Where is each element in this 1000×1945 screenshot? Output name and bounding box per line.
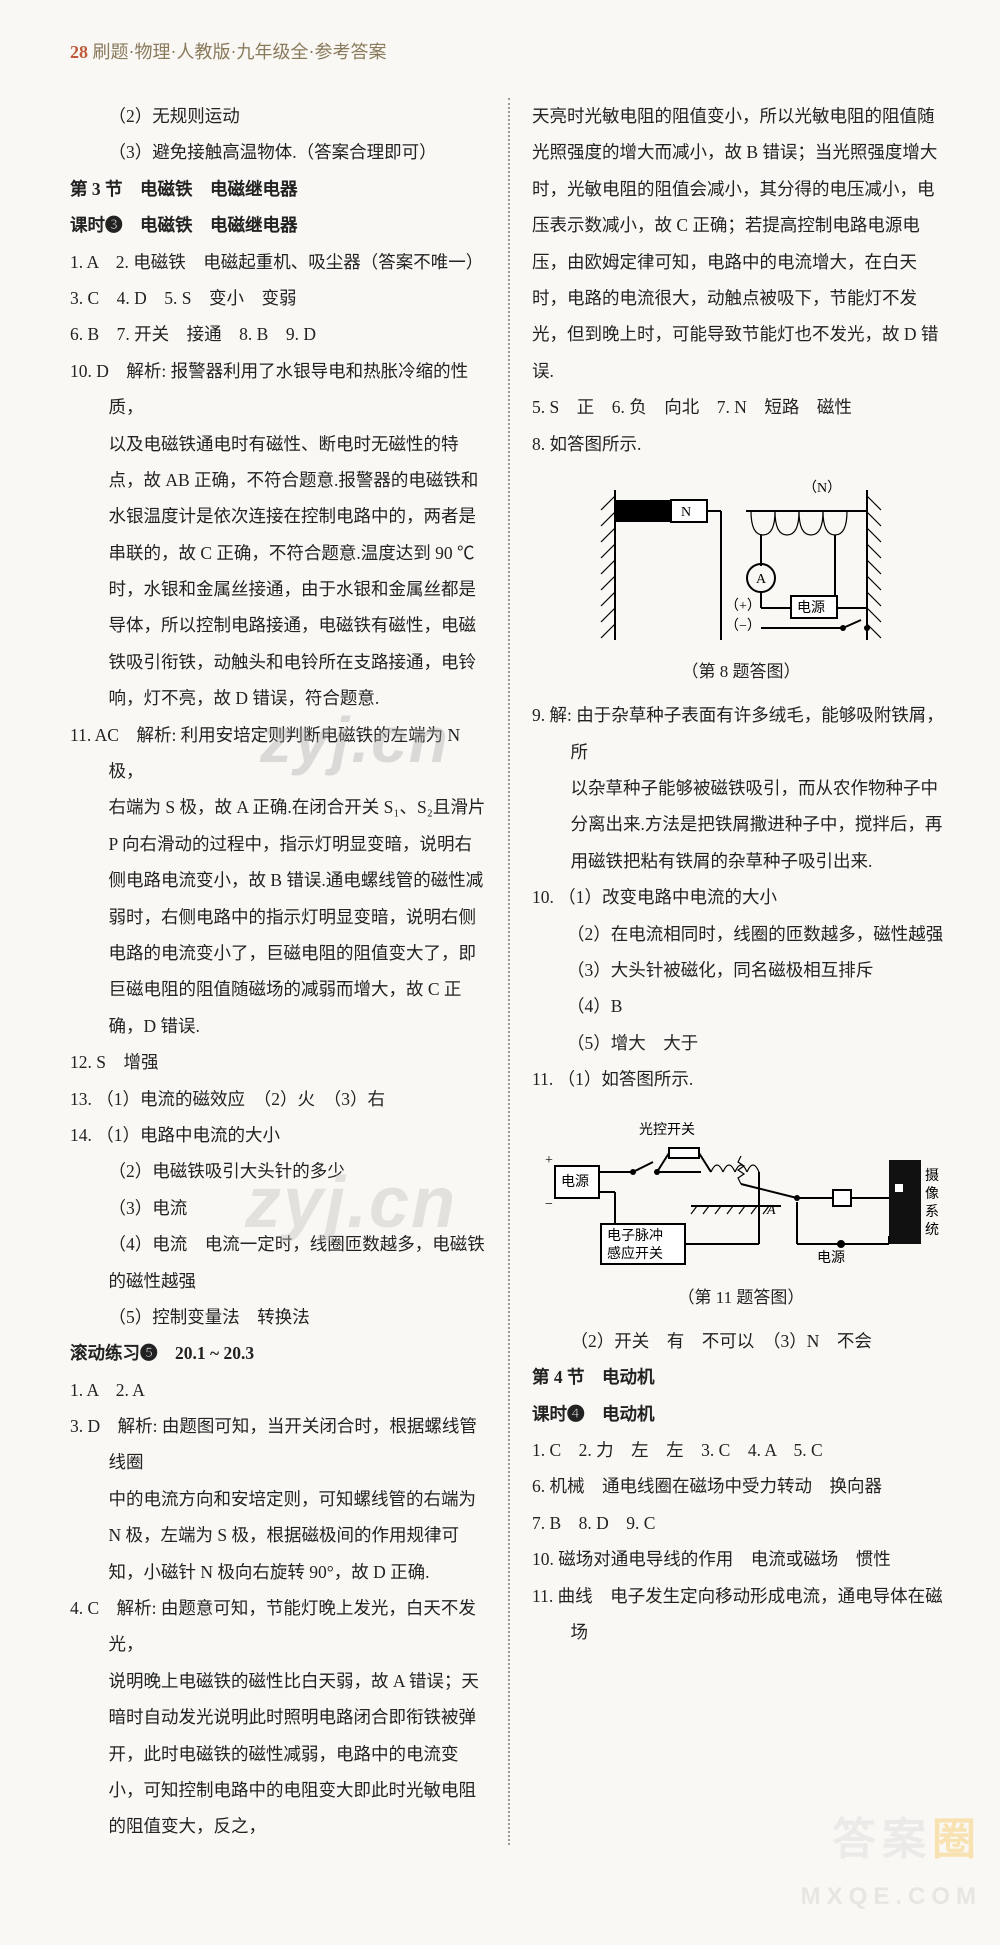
answer-explanation: 以及电磁铁通电时有磁性、断电时无磁性的特点，故 AB 正确，不符合题意.报警器的…: [70, 426, 486, 717]
circuit-diagram-11: 电源 + − 光控开关: [541, 1106, 941, 1276]
label-minus: （−）: [725, 618, 761, 634]
two-column-layout: （2）无规则运动 （3）避免接触高温物体.（答案合理即可） 第 3 节 电磁铁 …: [70, 98, 950, 1845]
answer-explanation: 右端为 S 极，故 A 正确.在闭合开关 S₁、S₂且滑片 P 向右滑动的过程中…: [70, 789, 486, 1044]
label-camera-3: 系: [925, 1204, 939, 1220]
answer-line: 6. 机械 通电线圈在磁场中受力转动 换向器: [532, 1468, 950, 1504]
answer-line: 10. D 解析: 报警器利用了水银导电和热胀冷缩的性质，: [70, 353, 486, 426]
answer-line: 5. S 正 6. 负 向北 7. N 短路 磁性: [532, 389, 950, 425]
answer-sub: （5）增大 大于: [532, 1025, 950, 1061]
answer-line: （3）避免接触高温物体.（答案合理即可）: [70, 134, 486, 170]
figure-8: S N （N）: [532, 470, 950, 689]
right-column: 天亮时光敏电阻的阻值变小，所以光敏电阻的阻值随光照强度的增大而减小，故 B 错误…: [510, 98, 950, 1845]
continuation-text: 天亮时光敏电阻的阻值变小，所以光敏电阻的阻值随光照强度的增大而减小，故 B 错误…: [532, 98, 950, 389]
answer-line: 3. D 解析: 由题图可知，当开关闭合时，根据螺线管线圈: [70, 1408, 486, 1481]
answer-sub: （2）在电流相同时，线圈的匝数越多，磁性越强: [532, 916, 950, 952]
label-light-switch: 光控开关: [639, 1122, 695, 1138]
label-camera-2: 像: [925, 1186, 939, 1202]
answer-sub: （3）大头针被磁化，同名磁极相互排斥: [532, 952, 950, 988]
label-power-right: 电源: [817, 1250, 845, 1266]
label-N-paren: （N）: [803, 480, 841, 496]
figure-11-caption: （第 11 题答图）: [532, 1280, 950, 1315]
answer-line: 1. C 2. 力 左 左 3. C 4. A 5. C: [532, 1432, 950, 1468]
label-plus: +: [545, 1153, 553, 1168]
label-power-left: 电源: [561, 1174, 589, 1190]
answer-line: 4. C 解析: 由题意可知，节能灯晚上发光，白天不发光，: [70, 1590, 486, 1663]
answer-sub: （2）开关 有 不可以 （3）N 不会: [532, 1323, 950, 1359]
answer-explanation: 中的电流方向和安培定则，可知螺线管的右端为 N 极，左端为 S 极，根据磁极间的…: [70, 1481, 486, 1590]
answer-line: 14. （1）电路中电流的大小: [70, 1117, 486, 1153]
answer-key-page: 28 刷题·物理·人教版·九年级全·参考答案 （2）无规则运动 （3）避免接触高…: [0, 0, 1000, 1945]
page-header: 28 刷题·物理·人教版·九年级全·参考答案: [70, 38, 950, 64]
figure-11: 电源 + − 光控开关: [532, 1106, 950, 1315]
answer-line: 6. B 7. 开关 接通 8. B 9. D: [70, 316, 486, 352]
answer-line: 11. （1）如答图所示.: [532, 1061, 950, 1097]
answer-sub: （3）电流: [70, 1190, 486, 1226]
section-heading: 第 4 节 电动机: [532, 1359, 950, 1395]
answer-sub: （4）电流 电流一定时，线圈匝数越多，电磁铁的磁性越强: [70, 1226, 486, 1299]
answer-line: 10. （1）改变电路中电流的大小: [532, 879, 950, 915]
label-S: S: [635, 505, 643, 520]
label-ammeter: A: [756, 572, 767, 587]
label-source: 电源: [797, 600, 825, 616]
label-pulse-1: 电子脉冲: [607, 1228, 663, 1244]
answer-line: 3. C 4. D 5. S 变小 变弱: [70, 280, 486, 316]
lesson-heading: 课时❸ 电磁铁 电磁继电器: [70, 207, 486, 243]
lesson-heading: 课时❹ 电动机: [532, 1396, 950, 1432]
label-plus: （+）: [725, 598, 761, 614]
answer-line: 7. B 8. D 9. C: [532, 1505, 950, 1541]
label-camera-1: 摄: [925, 1168, 939, 1184]
rolling-practice-heading: 滚动练习❺ 20.1 ~ 20.3: [70, 1335, 486, 1371]
label-pulse-2: 感应开关: [607, 1245, 663, 1262]
answer-line: 8. 如答图所示.: [532, 426, 950, 462]
answer-line: 12. S 增强: [70, 1044, 486, 1080]
answer-line: 9. 解: 由于杂草种子表面有许多绒毛，能够吸附铁屑，所: [532, 697, 950, 770]
answer-line: 11. 曲线 电子发生定向移动形成电流，通电导体在磁场: [532, 1578, 950, 1651]
answer-explanation: 以杂草种子能够被磁铁吸引，而从农作物种子中分离出来.方法是把铁屑撒进种子中，搅拌…: [532, 770, 950, 879]
label-N-magnet: N: [681, 505, 691, 520]
answer-sub: （2）电磁铁吸引大头针的多少: [70, 1153, 486, 1189]
label-minus: −: [545, 1197, 553, 1212]
header-title: 刷题·物理·人教版·九年级全·参考答案: [88, 42, 386, 62]
answer-line: 11. AC 解析: 利用安培定则判断电磁铁的左端为 N 极，: [70, 717, 486, 790]
answer-line: 1. A 2. A: [70, 1372, 486, 1408]
figure-8-caption: （第 8 题答图）: [532, 654, 950, 689]
circuit-diagram-8: S N （N）: [591, 470, 891, 650]
label-camera-4: 统: [925, 1222, 939, 1238]
answer-line: 13. （1）电流的磁效应 （2）火 （3）右: [70, 1081, 486, 1117]
answer-line: 10. 磁场对通电导线的作用 电流或磁场 惯性: [532, 1541, 950, 1577]
answer-line: 1. A 2. 电磁铁 电磁起重机、吸尘器（答案不唯一）: [70, 244, 486, 280]
answer-sub: （5）控制变量法 转换法: [70, 1299, 486, 1335]
answer-explanation: 说明晚上电磁铁的磁性比白天弱，故 A 错误；天暗时自动发光说明此时照明电路闭合即…: [70, 1663, 486, 1845]
left-column: （2）无规则运动 （3）避免接触高温物体.（答案合理即可） 第 3 节 电磁铁 …: [70, 98, 510, 1845]
page-number: 28: [70, 42, 88, 62]
section-heading: 第 3 节 电磁铁 电磁继电器: [70, 171, 486, 207]
answer-line: （2）无规则运动: [70, 98, 486, 134]
url-watermark: MXQE.COM: [801, 1883, 982, 1911]
answer-sub: （4）B: [532, 988, 950, 1024]
